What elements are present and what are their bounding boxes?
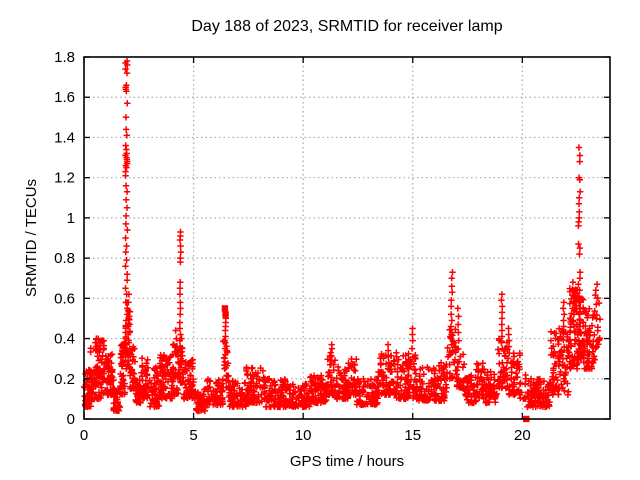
scatter-square-marker (222, 311, 229, 318)
y-tick-label: 1.2 (54, 170, 75, 187)
data-points-layer (80, 57, 604, 423)
x-tick-label: 5 (189, 427, 197, 444)
scatter-square-marker (221, 305, 229, 312)
x-axis-label: GPS time / hours (290, 453, 404, 470)
tick-labels: 0 5 10 15 20 0 0.2 0.4 0.6 0.8 1 1.2 1.4 1.6 1.8 (54, 49, 531, 444)
scatter-plus-markers (80, 57, 604, 415)
x-tick-label: 10 (295, 427, 312, 444)
x-tick-label: 20 (514, 427, 531, 444)
plot-border (83, 56, 611, 420)
y-tick-label: 0.2 (54, 371, 75, 388)
y-tick-label: 1 (67, 210, 75, 227)
plot-frame (83, 56, 611, 420)
x-tick-label: 15 (404, 427, 421, 444)
y-tick-label: 0.6 (54, 290, 75, 307)
y-tick-label: 0 (67, 411, 75, 428)
x-tick-label: 0 (80, 427, 88, 444)
chart-title: Day 188 of 2023, SRMTID for receiver lam… (191, 18, 502, 35)
y-tick-label: 1.4 (54, 129, 75, 146)
y-tick-label: 0.4 (54, 331, 75, 348)
y-tick-label: 1.8 (54, 49, 75, 66)
y-tick-label: 1.6 (54, 89, 75, 106)
y-tick-label: 0.8 (54, 250, 75, 267)
y-axis-label: SRMTID / TECUs (23, 179, 40, 297)
